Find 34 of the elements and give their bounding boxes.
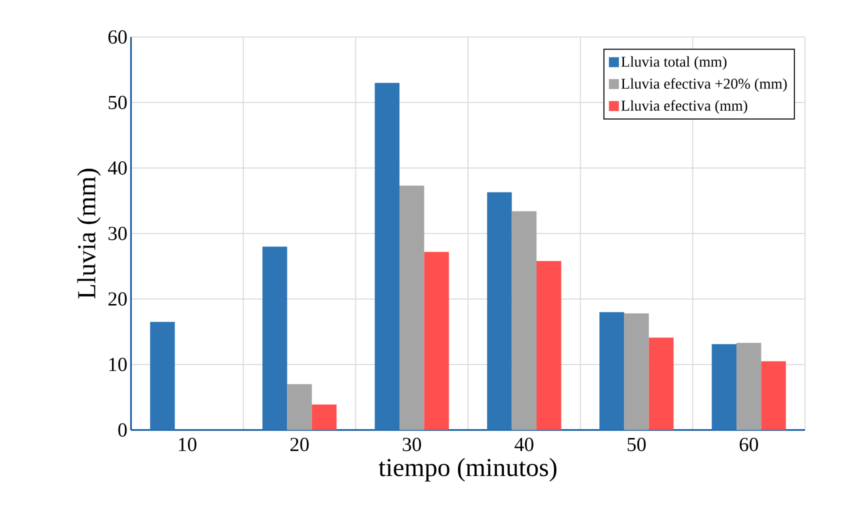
legend-label: Lluvia efectiva +20% (mm) (621, 78, 787, 92)
bar (712, 344, 736, 430)
bar (374, 82, 400, 430)
bar (648, 338, 674, 430)
x-tick-label: 40 (514, 438, 534, 452)
bar (761, 361, 786, 430)
x-tick-label: 50 (628, 438, 646, 452)
y-tick-label: 50 (108, 96, 127, 110)
bar (536, 260, 562, 430)
y-axis-title: Lluvia (mm) (77, 168, 101, 299)
x-tick-label: 20 (290, 438, 309, 452)
x-tick-label: 30 (402, 438, 422, 452)
bar (262, 246, 288, 430)
x-axis-title: tiempo (minutos) (378, 458, 556, 482)
bar (624, 313, 649, 430)
y-tick-label: 30 (108, 226, 127, 240)
legend-label: Lluvia total (mm) (621, 56, 726, 70)
y-tick-label: 60 (108, 30, 127, 44)
bar (512, 211, 537, 430)
bar (487, 192, 512, 430)
bar (736, 342, 762, 430)
y-tick-label: 10 (109, 358, 127, 372)
y-tick-label: 20 (108, 292, 127, 306)
bar (312, 404, 337, 430)
x-tick-label: 60 (740, 438, 758, 452)
bar (287, 384, 312, 430)
y-tick-label: 40 (108, 161, 127, 175)
legend-label: Lluvia efectiva (mm) (621, 100, 748, 114)
x-tick-label: 10 (178, 438, 196, 452)
bar (150, 322, 175, 430)
bar (599, 312, 624, 430)
y-tick-label: 0 (118, 423, 127, 437)
bar (424, 252, 449, 430)
bar (399, 186, 424, 430)
